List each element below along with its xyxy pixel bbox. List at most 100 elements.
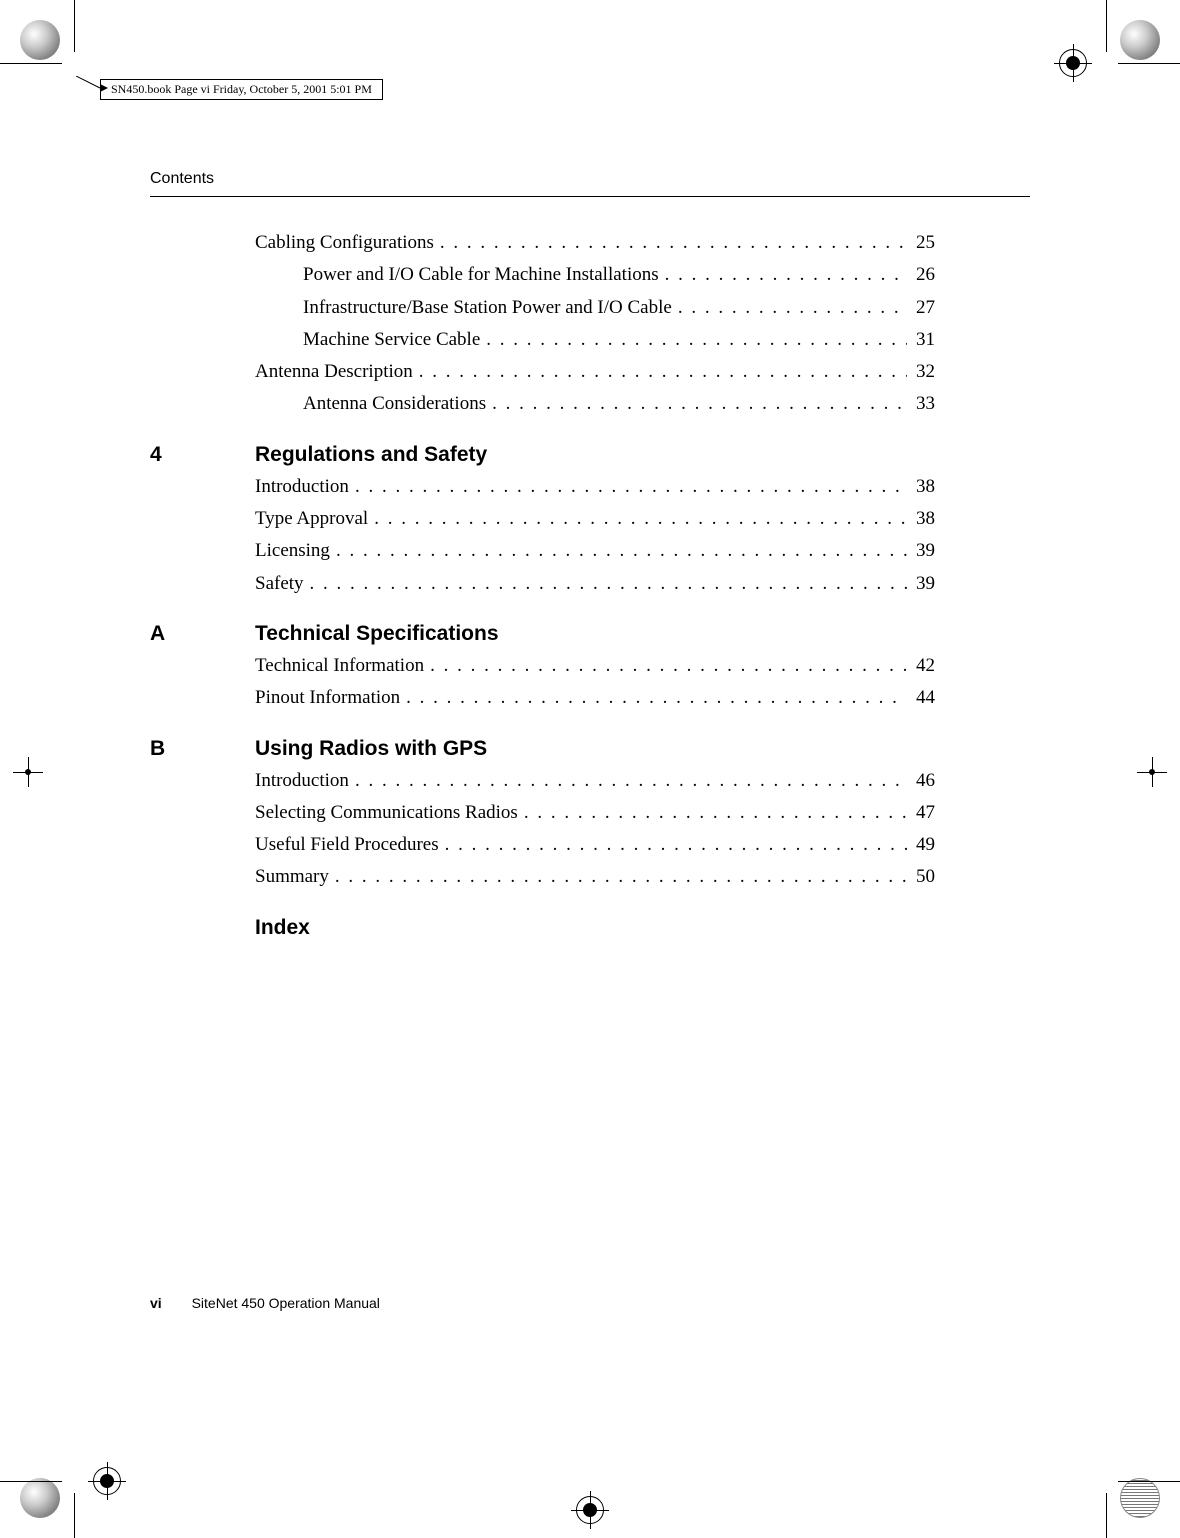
toc-section-row: 4Regulations and Safety [255, 443, 935, 467]
toc-entry-page: 31 [907, 324, 935, 356]
toc-leader-dots [434, 227, 907, 259]
toc-leader-dots [368, 503, 907, 535]
toc-entry: Pinout Information 44 [255, 682, 935, 714]
toc-entry-label: Summary [255, 861, 329, 893]
toc-entry-page: 38 [907, 503, 935, 535]
reg-sphere-top-right [1120, 20, 1160, 60]
toc-entry-label: Safety [255, 568, 304, 600]
reg-sphere-top-left [20, 20, 60, 60]
toc-section-row: BUsing Radios with GPS [255, 737, 935, 761]
toc-entry: Safety 39 [255, 568, 935, 600]
toc-entry-label: Antenna Description [255, 356, 413, 388]
footer: vi SiteNet 450 Operation Manual [150, 1295, 380, 1311]
toc-entry-page: 25 [907, 227, 935, 259]
doc-title: SiteNet 450 Operation Manual [192, 1295, 380, 1311]
toc-entry-label: Type Approval [255, 503, 368, 535]
toc-entry-page: 47 [907, 797, 935, 829]
toc-leader-dots [518, 797, 907, 829]
toc-entry-page: 46 [907, 765, 935, 797]
toc-entry: Antenna Description 32 [255, 356, 935, 388]
header-rule [150, 196, 1030, 197]
crop-mark [1106, 0, 1107, 52]
toc-leader-dots [424, 650, 907, 682]
toc-entry-page: 32 [907, 356, 935, 388]
toc-entry: Technical Information 42 [255, 650, 935, 682]
toc-leader-dots [413, 356, 907, 388]
toc-entry: Antenna Considerations 33 [255, 388, 935, 420]
toc-leader-dots [329, 861, 907, 893]
toc-entry-label: Selecting Communications Radios [255, 797, 518, 829]
crop-mark [74, 1493, 75, 1538]
toc-entry-page: 44 [907, 682, 935, 714]
toc-entry-page: 39 [907, 535, 935, 567]
page-info-box: SN450.book Page vi Friday, October 5, 20… [100, 79, 383, 100]
crop-mark [1118, 1481, 1180, 1482]
toc-section-row: Index [255, 916, 935, 940]
toc-entry-label: Useful Field Procedures [255, 829, 439, 861]
page-number: vi [150, 1295, 162, 1311]
registration-crosshair-right [1137, 757, 1167, 787]
toc-entry-page: 38 [907, 471, 935, 503]
toc-section-title: Using Radios with GPS [255, 737, 487, 761]
toc-entry-label: Power and I/O Cable for Machine Installa… [303, 259, 659, 291]
toc-entry-page: 33 [907, 388, 935, 420]
toc-entry: Licensing 39 [255, 535, 935, 567]
toc-section-id: A [150, 622, 255, 646]
crop-mark [0, 1481, 62, 1482]
toc-leader-dots [349, 471, 907, 503]
toc-section-title: Regulations and Safety [255, 443, 487, 467]
toc-entry: Cabling Configurations 25 [255, 227, 935, 259]
toc-entry-page: 49 [907, 829, 935, 861]
toc-section-row: ATechnical Specifications [255, 622, 935, 646]
toc-section-title: Index [255, 916, 310, 940]
running-header: Contents [150, 170, 1030, 188]
content-area: Contents Cabling Configurations 25 Power a… [150, 170, 1030, 944]
toc-entry-label: Introduction [255, 471, 349, 503]
toc-section-title: Technical Specifications [255, 622, 499, 646]
page-info-text: SN450.book Page vi Friday, October 5, 20… [111, 82, 372, 96]
registration-target-bottom-center [575, 1495, 605, 1525]
toc-leader-dots [304, 568, 907, 600]
toc-entry: Selecting Communications Radios 47 [255, 797, 935, 829]
table-of-contents: Cabling Configurations 25 Power and I/O Ca… [255, 227, 935, 940]
toc-entry: Infrastructure/Base Station Power and I/… [255, 292, 935, 324]
toc-entry-label: Pinout Information [255, 682, 400, 714]
toc-leader-dots [330, 535, 907, 567]
toc-entry: Machine Service Cable 31 [255, 324, 935, 356]
crop-mark [1118, 63, 1180, 64]
toc-entry-page: 39 [907, 568, 935, 600]
toc-entry: Introduction 46 [255, 765, 935, 797]
toc-entry: Power and I/O Cable for Machine Installa… [255, 259, 935, 291]
toc-entry-label: Antenna Considerations [303, 388, 486, 420]
toc-entry-page: 26 [907, 259, 935, 291]
toc-section-id: 4 [150, 443, 255, 467]
toc-entry: Summary 50 [255, 861, 935, 893]
toc-entry-page: 42 [907, 650, 935, 682]
toc-entry-label: Licensing [255, 535, 330, 567]
crop-mark [0, 63, 62, 64]
reg-sphere-bottom-right [1120, 1478, 1160, 1518]
toc-leader-dots [439, 829, 907, 861]
toc-entry-label: Introduction [255, 765, 349, 797]
toc-leader-dots [672, 292, 907, 324]
registration-target-bottom [92, 1466, 122, 1496]
toc-entry-label: Technical Information [255, 650, 424, 682]
toc-leader-dots [659, 259, 907, 291]
toc-entry-label: Cabling Configurations [255, 227, 434, 259]
toc-section-id: B [150, 737, 255, 761]
toc-leader-dots [400, 682, 907, 714]
toc-entry-label: Infrastructure/Base Station Power and I/… [303, 292, 672, 324]
registration-crosshair-left [13, 757, 43, 787]
reg-sphere-bottom-left [20, 1478, 60, 1518]
crop-mark [1106, 1493, 1107, 1538]
toc-leader-dots [486, 388, 907, 420]
registration-target-top [1058, 48, 1088, 78]
toc-entry-page: 27 [907, 292, 935, 324]
toc-entry-label: Machine Service Cable [303, 324, 480, 356]
toc-leader-dots [349, 765, 907, 797]
toc-entry: Introduction 38 [255, 471, 935, 503]
toc-entry: Useful Field Procedures 49 [255, 829, 935, 861]
toc-leader-dots [480, 324, 907, 356]
toc-entry: Type Approval 38 [255, 503, 935, 535]
toc-entry-page: 50 [907, 861, 935, 893]
